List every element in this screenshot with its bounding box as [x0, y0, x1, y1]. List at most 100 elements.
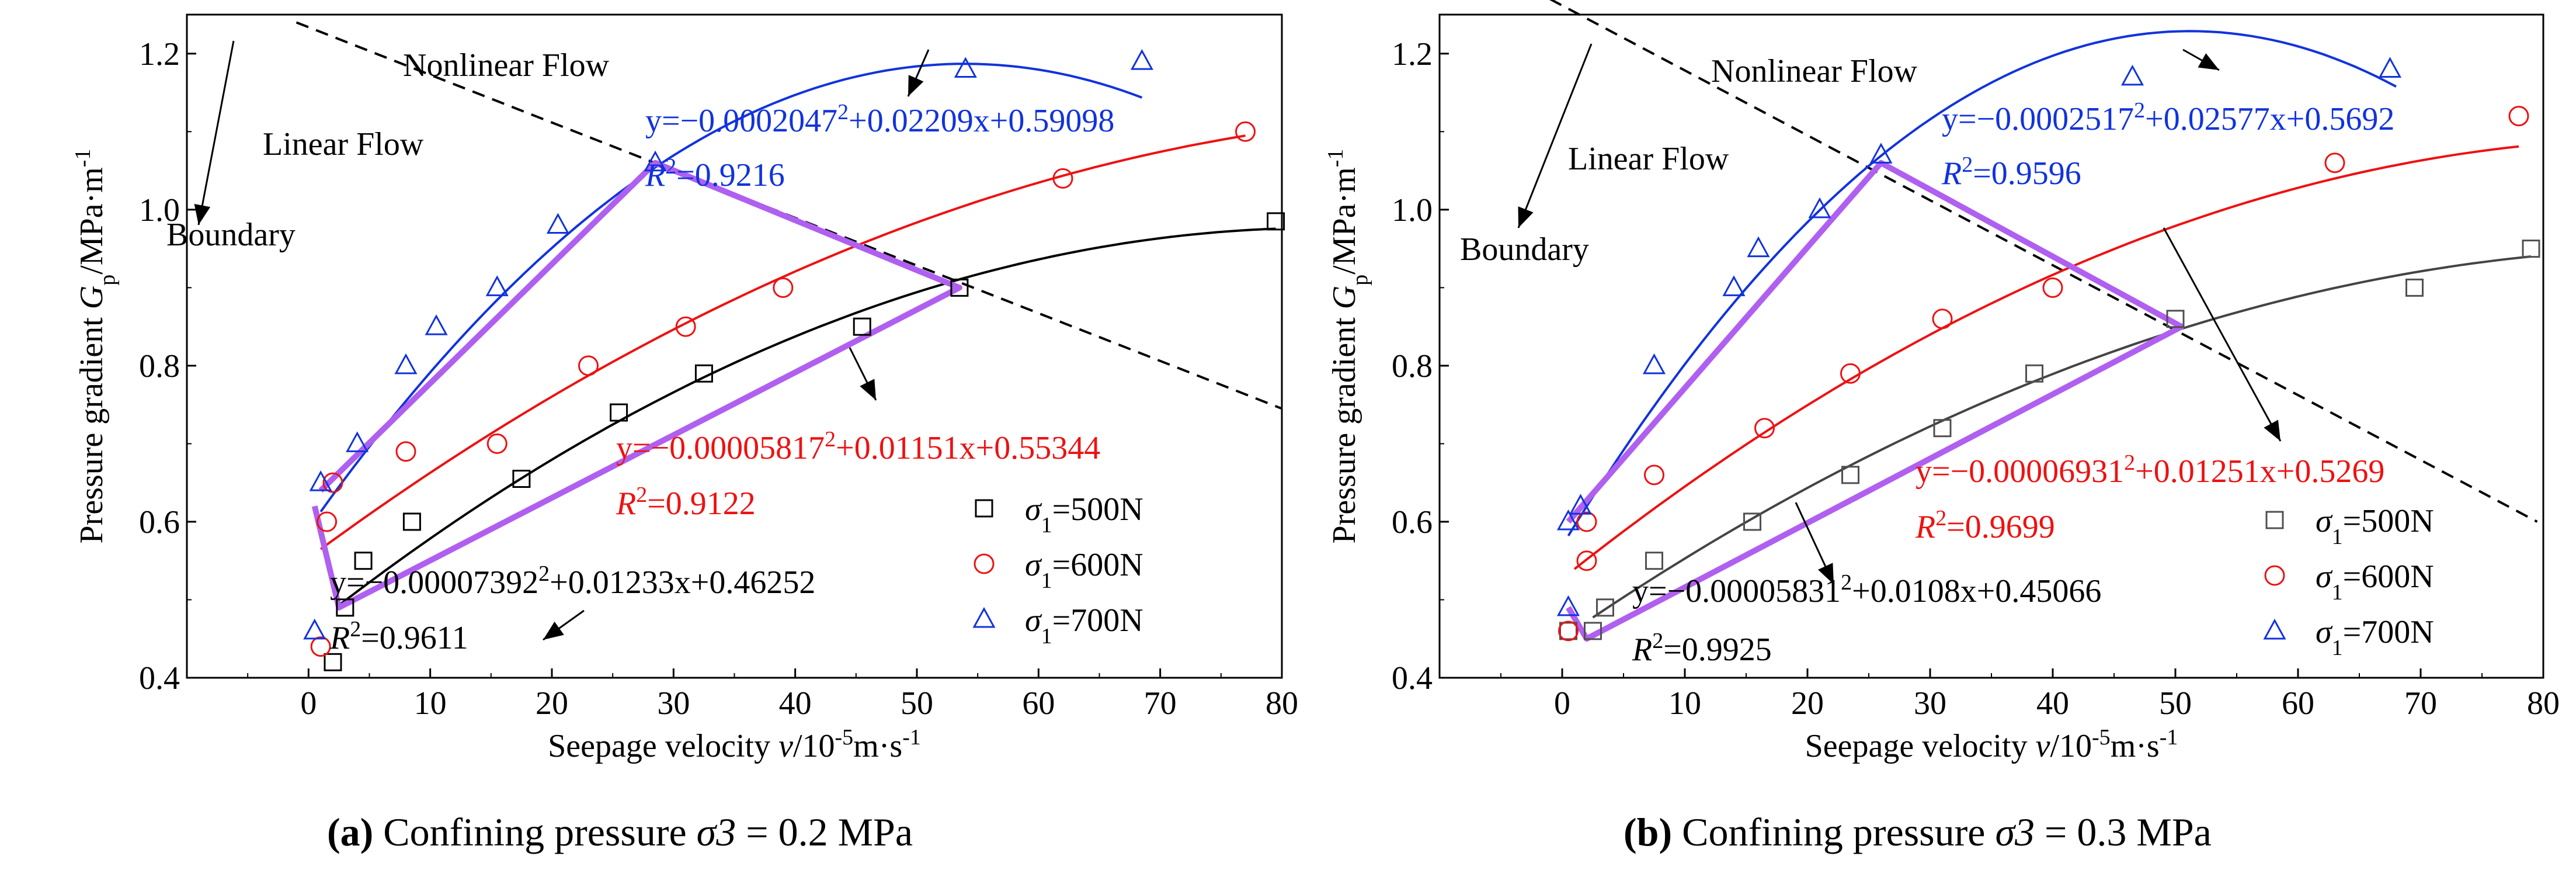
y-tick-label: 0.4	[1392, 660, 1433, 696]
x-tick-label: 80	[2527, 685, 2560, 722]
data-point-square	[2025, 364, 2043, 383]
r-squared-value: R2=0.9611	[329, 617, 468, 656]
x-tick-label: 10	[1668, 685, 1701, 722]
data-point-circle	[1558, 621, 1579, 642]
data-point-circle	[486, 433, 507, 454]
data-point-square	[512, 470, 531, 488]
data-point-square	[2166, 310, 2185, 328]
annotation-linear-flow: Linear Flow	[263, 126, 424, 162]
data-point-square	[1841, 466, 1859, 484]
fit-curve-700n	[319, 63, 1143, 512]
data-point-triangle	[1722, 275, 1746, 296]
y-axis-label: Pressure gradient Gp/MPa·m-1	[1323, 149, 1372, 544]
r-squared-value: R2=0.9596	[1941, 152, 2081, 192]
data-point-circle	[1754, 418, 1775, 439]
annotation-arrow-3	[1517, 43, 1593, 228]
annotation-arrow-3-head	[1518, 206, 1534, 228]
legend-label: σ1=500N	[1025, 491, 1143, 538]
data-point-circle	[322, 472, 343, 493]
data-point-triangle	[309, 470, 332, 491]
data-point-triangle	[485, 275, 509, 296]
data-point-circle	[317, 511, 338, 532]
x-tick-label: 20	[1791, 685, 1824, 722]
data-point-square	[324, 653, 342, 671]
data-point-square	[1596, 598, 1614, 617]
x-tick-label: 30	[1914, 685, 1946, 722]
y-tick-label: 0.8	[1392, 348, 1433, 384]
data-point-triangle	[546, 213, 569, 234]
envelope-polyline	[311, 160, 962, 611]
r-squared-value: R2=0.9699	[1915, 506, 2055, 545]
data-point-triangle	[954, 57, 977, 78]
x-tick-label: 40	[779, 685, 812, 722]
chart-panel-a: 0 10 20 30 40 50 60 70 80 0.4 0.6 0.8 1.0 1.2 Seepage …	[71, 13, 1298, 764]
legend-label: σ1=700N	[1025, 602, 1143, 649]
fit-equation: y=−0.000069312+0.01251x+0.5269	[1916, 450, 2384, 490]
data-point-circle	[578, 355, 599, 376]
data-point-circle	[310, 636, 331, 657]
data-point-triangle	[1869, 143, 1893, 164]
flow-boundary-line	[1549, 0, 2538, 523]
annotation-arrow-1-head	[860, 379, 876, 400]
x-tick-label: 20	[536, 685, 568, 722]
data-point-circle	[1644, 465, 1664, 486]
y-tick-label: 1.2	[1392, 36, 1433, 72]
data-point-triangle	[1130, 48, 1153, 70]
data-point-triangle	[1556, 509, 1580, 531]
legend-marker	[975, 499, 993, 518]
y-axis-label: Pressure gradient Gp/MPa·m-1	[71, 149, 120, 544]
data-point-square	[2522, 240, 2540, 258]
y-tick-label: 1.0	[1392, 192, 1433, 228]
x-tick-label: 40	[2036, 685, 2069, 722]
data-point-triangle	[346, 431, 369, 452]
data-point-triangle	[1556, 595, 1580, 616]
y-tick-label: 0.8	[139, 348, 180, 384]
legend-marker	[2265, 511, 2284, 529]
annotation-arrow-3-head	[194, 203, 211, 225]
data-point-square	[1645, 552, 1663, 570]
fit-curve-700n	[1567, 30, 2397, 536]
data-point-triangle	[2120, 64, 2144, 86]
legend-marker	[2264, 565, 2285, 586]
annotation-boundary: Boundary	[166, 217, 296, 253]
data-point-triangle	[2378, 57, 2402, 78]
data-point-circle	[1932, 309, 1953, 330]
legend-label: σ1=600N	[2316, 559, 2434, 605]
data-point-circle	[2042, 277, 2063, 298]
data-point-circle	[1576, 511, 1597, 532]
data-point-circle	[1235, 121, 1256, 142]
fit-curve-500n	[1592, 255, 2532, 619]
data-point-square	[1743, 512, 1761, 531]
annotation-boundary: Boundary	[1460, 231, 1589, 268]
x-tick-label: 60	[1022, 685, 1055, 722]
data-point-square	[336, 598, 354, 617]
annotation-arrow-1	[2163, 227, 2282, 442]
annotation-arrow-0-head	[908, 75, 924, 96]
y-tick-label: 1.0	[139, 192, 180, 228]
legend-label: σ1=500N	[2316, 503, 2434, 549]
fit-equation: y=−0.000073922+0.01233x+0.46252	[330, 561, 815, 601]
data-point-circle	[2324, 152, 2345, 174]
data-point-circle	[1576, 550, 1597, 571]
data-point-triangle	[644, 150, 667, 172]
chart-panel-b: 0 10 20 30 40 50 60 70 80 0.4 0.6 0.8 1.0 1.2 Seepage …	[1323, 0, 2560, 764]
data-point-circle	[395, 441, 416, 462]
fit-equation: y=−0.00025172+0.02577x+0.5692	[1942, 98, 2394, 137]
data-point-square	[402, 512, 421, 531]
data-point-square	[610, 403, 628, 422]
data-point-square	[354, 552, 373, 570]
legend-label: σ1=600N	[1025, 547, 1143, 593]
y-tick-label: 0.4	[139, 660, 180, 696]
envelope-polyline	[1566, 160, 2185, 642]
x-tick-label: 50	[2159, 685, 2192, 722]
data-point-triangle	[425, 314, 448, 335]
data-point-circle	[1052, 168, 1073, 189]
data-point-triangle	[1569, 494, 1593, 515]
legend-marker	[2263, 618, 2286, 640]
x-tick-label: 60	[2282, 685, 2314, 722]
annotation-arrow-0-head	[2198, 53, 2219, 70]
legend-marker	[974, 553, 995, 574]
data-point-circle	[2508, 106, 2529, 127]
fit-curve-600n	[320, 134, 1246, 550]
